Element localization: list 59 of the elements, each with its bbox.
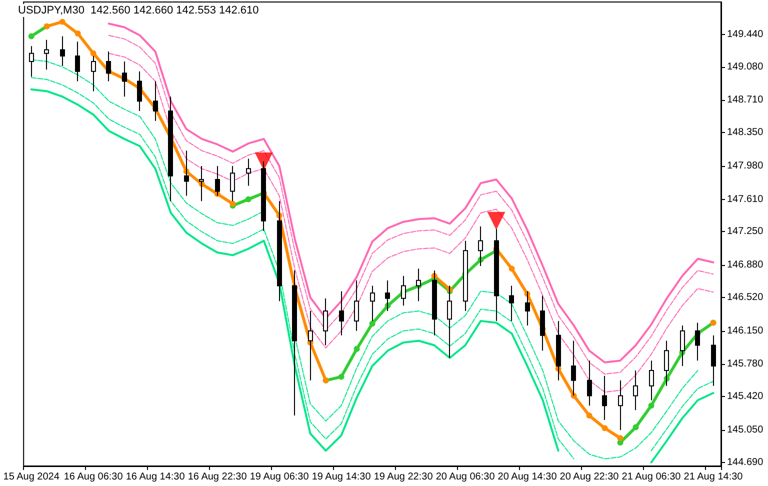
y-tick-label: 149.440 — [727, 28, 764, 40]
candlestick — [339, 290, 344, 336]
candlestick — [29, 46, 34, 78]
x-tick-label: 20 Aug 06:30 — [436, 472, 496, 482]
y-tick-label: 145.050 — [727, 424, 764, 436]
point — [338, 374, 344, 380]
y-tick-label: 148.350 — [727, 127, 764, 138]
x-tick-label: 19 Aug 14:30 — [312, 472, 372, 482]
chart-title: USDJPY,M30 142.560 142.660 142.553 142.610 — [18, 4, 259, 16]
point — [617, 435, 624, 442]
point — [74, 30, 81, 37]
y-tick-label: 146.150 — [727, 325, 764, 336]
y-tick-label: 146.880 — [727, 260, 764, 271]
candlestick — [509, 285, 514, 322]
candlestick — [618, 380, 623, 430]
candlestick — [60, 36, 65, 66]
point — [632, 424, 639, 430]
x-tick-label: 16 Aug 06:30 — [64, 472, 124, 482]
y-tick-label: 148.710 — [727, 94, 764, 106]
y-tick-label: 147.980 — [727, 160, 764, 172]
point — [245, 196, 252, 202]
x-tick-label: 16 Aug 14:30 — [126, 472, 186, 482]
x-tick-label: 19 Aug 06:30 — [250, 472, 310, 482]
point — [59, 18, 66, 25]
point — [602, 425, 608, 432]
y-tick-label: 149.080 — [727, 61, 764, 72]
x-tick-label: 15 Aug 2024 — [3, 472, 60, 482]
candlestick — [711, 334, 716, 386]
x-tick-label: 20 Aug 14:30 — [498, 472, 558, 482]
candlestick — [602, 375, 607, 421]
y-tick-label: 146.520 — [727, 292, 764, 304]
point — [508, 266, 515, 272]
candlestick — [649, 360, 654, 401]
candlestick — [261, 160, 266, 232]
x-tick-label: 21 Aug 06:30 — [622, 472, 682, 482]
point — [90, 50, 96, 56]
candlestick — [587, 360, 592, 406]
candlestick — [633, 370, 638, 411]
point — [369, 320, 376, 327]
x-tick-label: 21 Aug 14:30 — [684, 472, 744, 482]
candlestick — [323, 298, 328, 346]
candlestick — [44, 39, 49, 70]
point — [487, 212, 506, 230]
x-tick-label: 16 Aug 22:30 — [188, 472, 248, 482]
point — [254, 152, 273, 170]
point — [586, 412, 592, 419]
point — [28, 33, 34, 40]
x-tick-label: 20 Aug 22:30 — [560, 472, 620, 482]
y-tick-label: 145.780 — [727, 358, 764, 370]
candlestick — [246, 158, 251, 186]
y-tick-label: 147.250 — [727, 226, 764, 238]
y-tick-label: 145.420 — [727, 391, 764, 402]
y-tick-label: 147.610 — [727, 194, 764, 205]
candlestick — [75, 41, 80, 82]
point — [354, 346, 360, 352]
candlestick — [354, 280, 359, 332]
y-tick-label: 144.690 — [727, 456, 764, 468]
x-tick-label: 19 Aug 22:30 — [374, 472, 434, 482]
point — [648, 402, 654, 409]
